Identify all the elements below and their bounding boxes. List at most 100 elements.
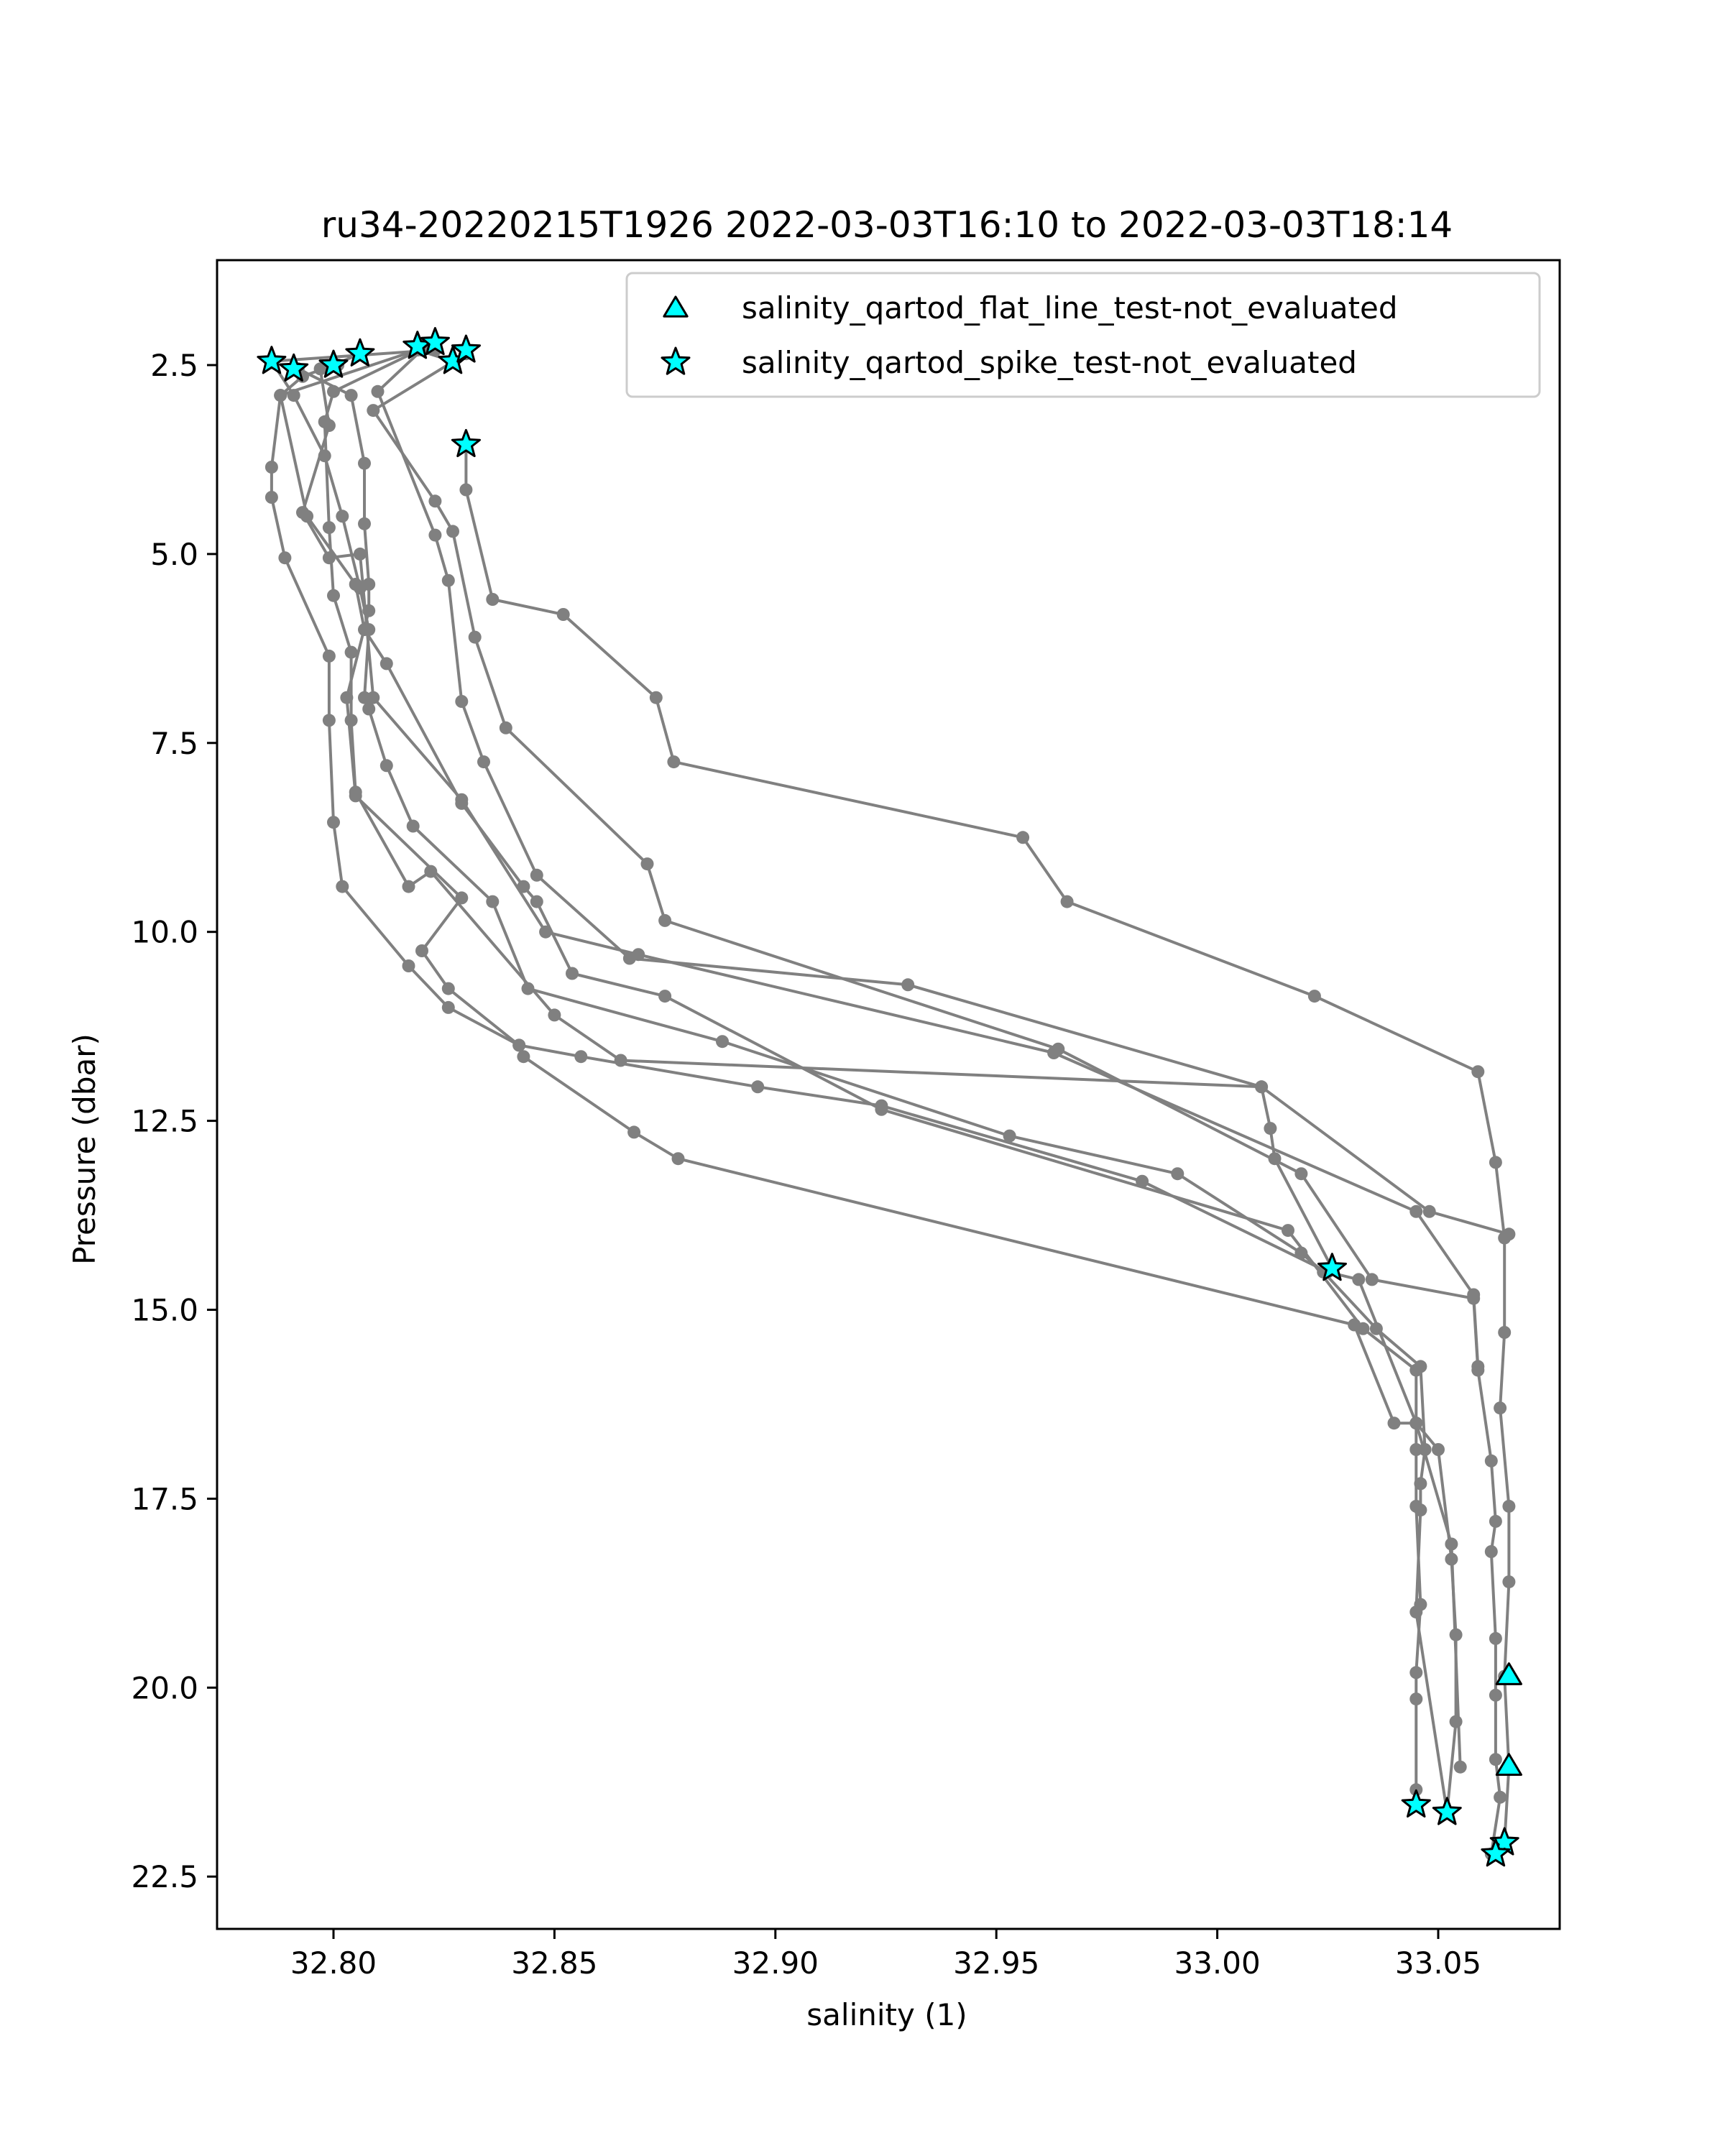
profile-point (1489, 1156, 1502, 1169)
profile-point (521, 982, 535, 995)
y-tick-label: 15.0 (131, 1293, 198, 1328)
profile-point (287, 389, 300, 402)
profile-point (1432, 1443, 1445, 1456)
profile-point (459, 483, 473, 497)
profile-point (875, 1099, 888, 1112)
profile-point (327, 384, 340, 398)
profile-line (376, 349, 1509, 1236)
profile-point (1387, 1416, 1401, 1430)
x-tick-label: 32.80 (290, 1945, 377, 1981)
profile-point (371, 384, 385, 398)
legend-label: salinity_qartod_flat_line_test-not_evalu… (742, 290, 1398, 326)
profile-point (1171, 1167, 1184, 1181)
profile-point (367, 691, 380, 704)
spike-test-marker (451, 428, 481, 458)
profile-point (627, 1125, 641, 1139)
profile-point (349, 786, 362, 799)
profile-point (264, 461, 278, 474)
plot-frame (216, 259, 1561, 1930)
spike-test-marker (420, 327, 450, 356)
profile-point (1471, 1360, 1485, 1373)
profile-point (1467, 1288, 1481, 1302)
spike-test-marker (257, 346, 287, 374)
profile-point (1409, 1204, 1423, 1218)
profile-point (1409, 1666, 1423, 1680)
profile-point (1409, 1416, 1423, 1430)
profile-point (1409, 1606, 1423, 1619)
spike-test-marker (345, 338, 375, 367)
profile-point (1352, 1273, 1366, 1286)
profile-point (344, 645, 358, 659)
y-tick-label: 10.0 (131, 915, 198, 950)
profile-point (296, 506, 309, 520)
plot-area (257, 327, 1522, 1867)
spike-test-marker (1401, 1789, 1431, 1818)
profile-point (1255, 1080, 1269, 1094)
profile-point (539, 925, 553, 939)
profile-point (1348, 1318, 1361, 1332)
profile-point (574, 1050, 588, 1064)
flat-line-test-marker (1495, 1662, 1522, 1685)
profile-point (1003, 1129, 1016, 1143)
profile-point (415, 944, 428, 957)
y-tick-label: 5.0 (150, 537, 198, 572)
y-tick-label: 17.5 (131, 1481, 198, 1516)
profile-point (517, 1050, 530, 1064)
profile-point (1498, 1326, 1512, 1339)
profile-point (512, 1038, 526, 1052)
profile-point (1445, 1552, 1458, 1566)
profile-point (344, 714, 358, 727)
profile-point (362, 702, 376, 716)
x-tick-label: 33.05 (1395, 1945, 1481, 1981)
profile-point (1414, 1503, 1427, 1517)
y-tick-label: 22.5 (131, 1859, 198, 1894)
profile-point (362, 578, 376, 591)
profile-point (1264, 1122, 1277, 1135)
profile-point (441, 1000, 455, 1014)
axes: 32.80 32.85 32.90 32.95 33.00 33.05 2.5 5.0 7.5 1… (131, 259, 1561, 1981)
profile-point (278, 551, 292, 565)
profile-point (614, 1054, 627, 1067)
profile-point (1060, 895, 1074, 908)
profile-point (530, 895, 543, 908)
profile-point (455, 695, 469, 708)
x-tick-label: 33.00 (1174, 1945, 1260, 1981)
x-tick-label: 32.95 (953, 1945, 1039, 1981)
spike-test-marker (279, 353, 309, 382)
y-tick-label: 7.5 (150, 726, 198, 761)
profile-point (1449, 1628, 1463, 1641)
profile-point (274, 389, 288, 402)
profile-point (1453, 1760, 1467, 1774)
profile-point (313, 362, 327, 376)
y-axis-label: Pressure (dbar) (67, 1033, 102, 1265)
profile-line (323, 341, 1334, 1269)
profile-point (322, 521, 336, 535)
spike-test-marker (318, 349, 349, 378)
profile-point (477, 755, 490, 769)
profile-point (441, 573, 455, 587)
profile-point (336, 880, 349, 893)
legend-triangle-icon (663, 295, 689, 318)
profile-point (455, 793, 469, 806)
profile-point (322, 649, 336, 663)
profile-point (406, 819, 420, 833)
legend-star-icon (661, 346, 691, 375)
profile-point (455, 891, 469, 905)
profile-point (1422, 1204, 1436, 1218)
chart-title: ru34-20220215T1926 2022-03-03T16:10 to 2… (321, 204, 1453, 246)
profile-point (1484, 1454, 1498, 1468)
profile-point (1414, 1360, 1427, 1373)
profile-point (424, 865, 438, 878)
profile-line (301, 364, 1480, 1367)
profile-point (1489, 1753, 1502, 1766)
profile-point (428, 528, 442, 542)
profile-point (446, 525, 459, 538)
flat-line-test-marker (1495, 1753, 1522, 1777)
profile-point (658, 990, 672, 1003)
x-tick-label: 32.90 (732, 1945, 819, 1981)
profile-point (649, 691, 663, 704)
profile-point (658, 913, 672, 927)
profile-point (640, 857, 654, 871)
profile-point (566, 967, 579, 980)
profile-point (556, 608, 570, 621)
